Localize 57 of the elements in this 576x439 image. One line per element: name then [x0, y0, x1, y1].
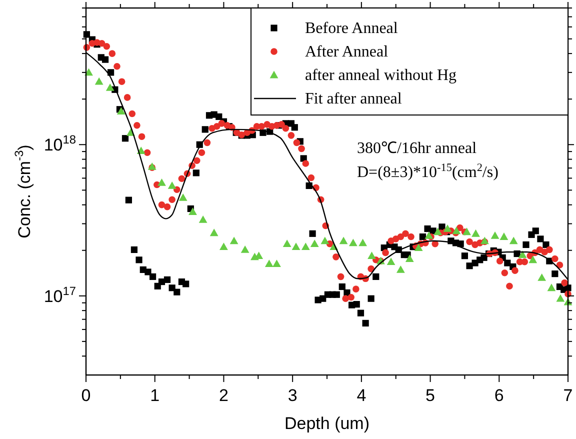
point	[292, 242, 300, 250]
x-tick-label: 1	[150, 386, 160, 405]
point	[168, 182, 176, 189]
point	[282, 240, 292, 247]
point	[490, 232, 500, 239]
point	[556, 294, 565, 302]
point	[538, 273, 546, 281]
point	[452, 226, 461, 234]
point	[301, 242, 310, 250]
legend-label: after anneal without Hg	[305, 67, 456, 84]
point	[518, 250, 527, 258]
point	[509, 236, 518, 244]
point	[348, 238, 358, 246]
point	[94, 77, 104, 85]
point	[547, 284, 556, 292]
x-axis-title: Depth (um)	[284, 414, 370, 433]
point	[358, 238, 368, 246]
x-tick-label: 3	[288, 386, 298, 405]
x-tick-label: 4	[356, 386, 366, 405]
point	[414, 244, 423, 251]
point	[368, 252, 376, 260]
legend-label: Fit after anneal	[305, 90, 402, 108]
point	[310, 240, 319, 247]
point	[240, 246, 250, 253]
point	[230, 236, 238, 244]
point	[396, 266, 405, 273]
x-tick-label: 2	[218, 386, 228, 405]
point	[188, 208, 197, 215]
point	[339, 236, 348, 244]
legend-label: Before Anneal	[305, 20, 398, 37]
point	[178, 193, 188, 201]
annotation: 380℃/16hr anneal	[357, 140, 478, 157]
point	[264, 260, 274, 267]
point	[272, 260, 281, 267]
point	[472, 229, 480, 237]
y-tick-label: 10$^{17}$	[44, 284, 76, 306]
point	[210, 228, 218, 236]
point	[198, 215, 208, 223]
y-tick-label: 10$^{18}$	[44, 132, 76, 155]
x-tick-label: 5	[426, 386, 436, 405]
x-tick-label: 0	[81, 386, 91, 405]
point	[220, 242, 228, 250]
point	[500, 232, 508, 240]
point	[405, 254, 414, 262]
point	[386, 258, 396, 266]
point	[528, 256, 538, 264]
x-tick-label: 7	[563, 386, 573, 405]
point	[434, 228, 442, 236]
point	[106, 83, 114, 91]
point	[462, 228, 471, 236]
point	[158, 178, 166, 186]
point	[424, 232, 434, 239]
point	[443, 224, 452, 232]
annotation: D=(8±3)*10$^{-15}$(cm$^{2}$/s)	[357, 162, 498, 181]
legend-label: After Anneal	[305, 44, 389, 60]
point	[320, 236, 330, 244]
x-tick-label: 6	[494, 386, 504, 405]
